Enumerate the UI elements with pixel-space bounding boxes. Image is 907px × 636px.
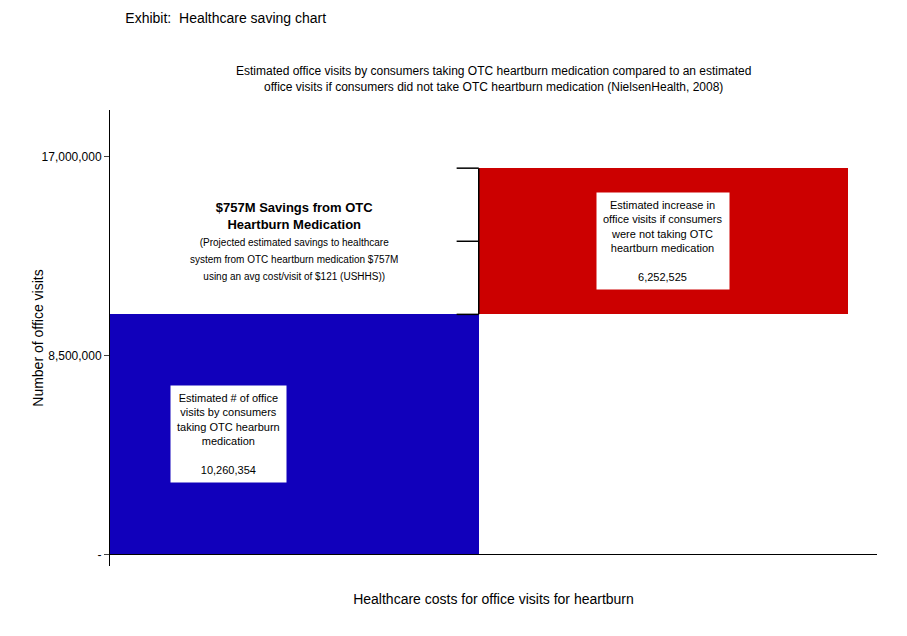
svg-text:Estimated office visits by con: Estimated office visits by consumers tak…	[236, 64, 751, 94]
svg-text:-: -	[98, 548, 102, 562]
svg-text:Estimated increase inoffice vi: Estimated increase inoffice visits if co…	[603, 199, 723, 283]
svg-text:8,500,000: 8,500,000	[48, 349, 102, 363]
svg-text:Number of office visits: Number of office visits	[30, 269, 46, 406]
svg-text:17,000,000: 17,000,000	[42, 150, 102, 164]
svg-text:Healthcare costs for office vi: Healthcare costs for office visits for h…	[353, 591, 634, 607]
svg-text:Exhibit: Healthcare saving ch: Exhibit: Healthcare saving chart	[125, 10, 326, 26]
svg-text:$757M Savings from OTCHeartbur: $757M Savings from OTCHeartburn Medicati…	[190, 200, 398, 282]
svg-text:Estimated # of officevisits by: Estimated # of officevisits by consumers…	[177, 392, 280, 476]
